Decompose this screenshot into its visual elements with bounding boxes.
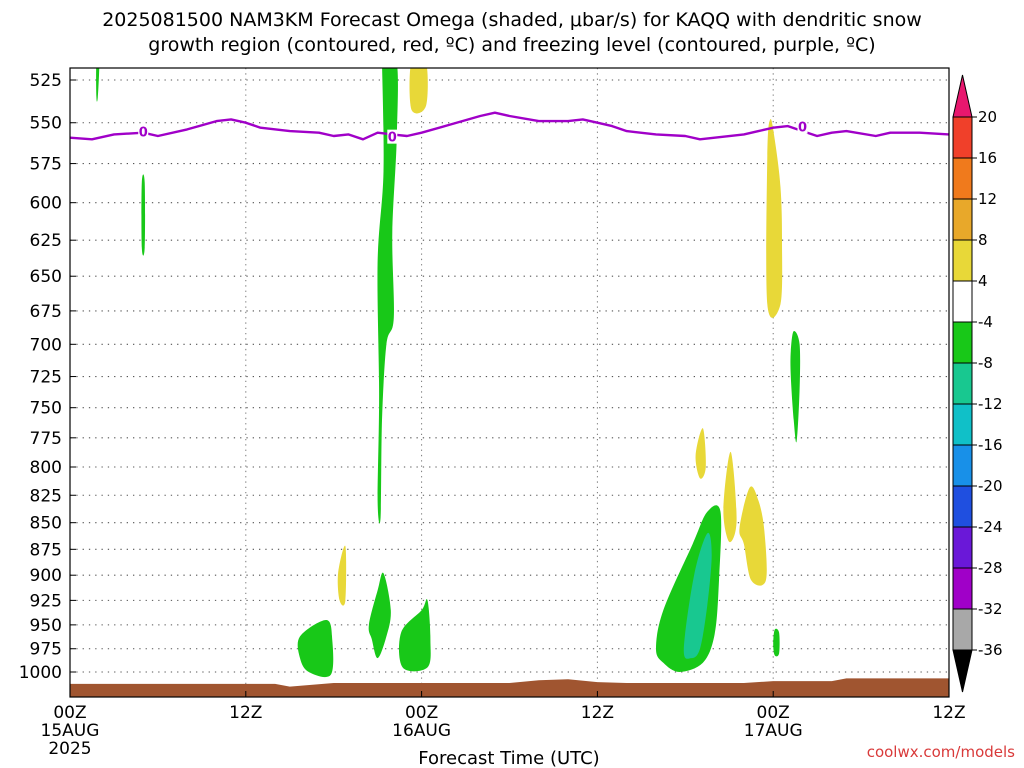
- x-tick-label: 12Z: [581, 703, 614, 723]
- colorbar-label: -16: [978, 436, 1003, 454]
- x-tick-date: 17AUG: [744, 721, 803, 741]
- omega-region: [723, 451, 737, 543]
- colorbar-top-arrow: [952, 74, 973, 118]
- x-tick-label: 00Z: [405, 703, 438, 723]
- colorbar-label: 20: [978, 108, 997, 126]
- omega-region: [790, 330, 801, 443]
- colorbar-label: -20: [978, 477, 1003, 495]
- omega-region: [96, 68, 100, 102]
- y-tick-label: 825: [30, 486, 62, 506]
- omega-region: [766, 118, 783, 318]
- colorbar-segment: [952, 321, 973, 364]
- colorbar-segment: [952, 485, 973, 528]
- colorbar-segment: [952, 198, 973, 241]
- omega-region: [398, 599, 431, 672]
- contour-label-bg: [797, 119, 808, 134]
- x-tick-year: 2025: [48, 739, 91, 759]
- y-tick-label: 1000: [19, 663, 62, 683]
- colorbar-label: -24: [978, 518, 1003, 536]
- omega-region: [368, 572, 391, 659]
- colorbar-label: -32: [978, 600, 1003, 618]
- y-tick-label: 900: [30, 566, 62, 586]
- y-tick-label: 575: [30, 155, 62, 175]
- freezing-level-label: 0: [798, 121, 807, 136]
- freezing-level: 0 0 0: [70, 111, 949, 146]
- y-tick-label: 750: [30, 399, 62, 419]
- omega-region: [695, 428, 706, 479]
- x-axis-label: Forecast Time (UTC): [418, 748, 599, 768]
- colorbar-label: 16: [978, 149, 997, 167]
- omega-region: [409, 68, 428, 114]
- y-tick-label: 725: [30, 368, 62, 388]
- y-axis: 525 550 575 600 625 650 675 700 725 750 775 800 825 8…: [19, 71, 76, 683]
- colorbar-label: -4: [978, 313, 993, 331]
- y-tick-label: 650: [30, 267, 62, 287]
- omega-region: [337, 545, 347, 606]
- terrain-fill: [70, 678, 949, 697]
- freezing-level-line: [70, 111, 949, 141]
- colorbar-segment: [952, 157, 973, 200]
- y-tick-label: 675: [30, 302, 62, 322]
- colorbar-segment: [952, 116, 973, 159]
- x-tick-label: 00Z: [757, 703, 790, 723]
- colorbar-label: 8: [978, 231, 988, 249]
- omega-region: [773, 628, 780, 657]
- colorbar-label: -28: [978, 559, 1003, 577]
- colorbar-segment: [952, 608, 973, 651]
- colorbar-segment: [952, 362, 973, 405]
- colorbar-bottom-arrow: [952, 649, 973, 693]
- colorbar-label: 4: [978, 272, 988, 290]
- omega-region: [297, 619, 334, 678]
- y-tick-label: 525: [30, 71, 62, 91]
- y-tick-label: 975: [30, 640, 62, 660]
- chart-title-line2: growth region (contoured, red, ºC) and f…: [148, 34, 876, 56]
- colorbar-segment: [952, 403, 973, 446]
- x-tick-date: 15AUG: [41, 721, 100, 741]
- contour-label-bg: [387, 129, 398, 144]
- omega-region: [377, 68, 398, 524]
- colorbar-segment: [952, 567, 973, 610]
- plot-frame: [69, 67, 950, 698]
- colorbar-segment: [952, 444, 973, 487]
- omega-shading: [96, 68, 801, 678]
- colorbar-label: -12: [978, 395, 1003, 413]
- credit-text: coolwx.com/models: [867, 743, 1015, 761]
- y-tick-label: 925: [30, 591, 62, 611]
- y-tick-label: 600: [30, 194, 62, 214]
- x-tick-date: 16AUG: [392, 721, 451, 741]
- colorbar-label: 12: [978, 190, 997, 208]
- x-tick-label: 12Z: [229, 703, 262, 723]
- y-tick-label: 625: [30, 231, 62, 251]
- terrain-band: [70, 678, 949, 697]
- x-tick-label: 00Z: [53, 703, 86, 723]
- colorbar-segment: [952, 239, 973, 282]
- omega-region: [739, 486, 767, 586]
- y-tick-label: 700: [30, 335, 62, 355]
- x-tick-label: 12Z: [932, 703, 965, 723]
- y-tick-label: 850: [30, 514, 62, 534]
- omega-region: [141, 174, 146, 256]
- freezing-level-label: 0: [139, 126, 148, 141]
- y-tick-label: 800: [30, 458, 62, 478]
- freezing-level-label: 0: [388, 131, 397, 146]
- contour-label-bg: [138, 124, 149, 139]
- omega-region: [683, 532, 712, 659]
- colorbar: 20 16 12 8 4 -4 -8 -12 -16 -20 -24 -28 -32 -36: [952, 74, 1003, 693]
- grid-lines: [70, 68, 949, 697]
- colorbar-label: -8: [978, 354, 993, 372]
- y-tick-label: 550: [30, 114, 62, 134]
- y-tick-label: 775: [30, 429, 62, 449]
- y-tick-label: 950: [30, 616, 62, 636]
- colorbar-segment: [952, 526, 973, 569]
- colorbar-label: -36: [978, 641, 1003, 659]
- y-tick-label: 875: [30, 540, 62, 560]
- chart-title-line1: 2025081500 NAM3KM Forecast Omega (shaded…: [102, 9, 922, 31]
- colorbar-segment: [952, 280, 973, 323]
